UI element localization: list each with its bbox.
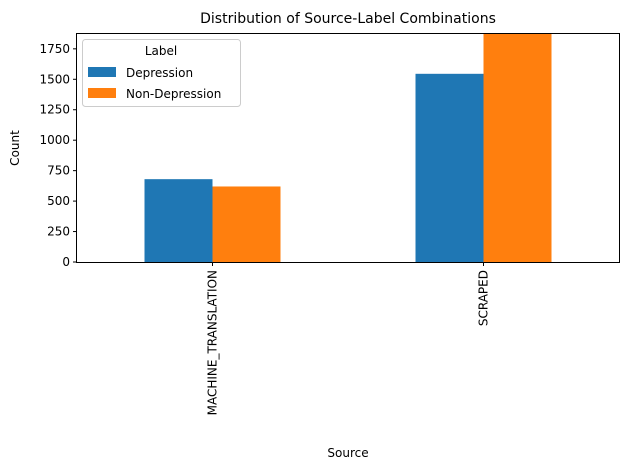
bar-depression-machine-translation <box>144 179 213 262</box>
y-tick-label: 0 <box>62 255 70 269</box>
bar-non-depression-machine-translation <box>212 186 281 262</box>
plot-frame <box>76 33 620 263</box>
x-tick-label: MACHINE_TRANSLATION <box>206 270 220 415</box>
y-tick-label: 1000 <box>39 133 70 147</box>
bar-non-depression-scraped <box>483 33 552 262</box>
x-axis: MACHINE_TRANSLATION SCRAPED <box>206 262 491 415</box>
legend-title: Label <box>145 44 177 58</box>
x-axis-label: Source <box>327 446 368 460</box>
y-tick-label: 250 <box>47 225 70 239</box>
legend-swatch <box>88 88 116 98</box>
legend-label: Non-Depression <box>126 87 221 101</box>
legend-label: Depression <box>126 66 193 80</box>
y-tick-label: 1750 <box>39 42 70 56</box>
y-tick-label: 1500 <box>39 72 70 86</box>
legend-frame <box>82 39 241 107</box>
y-axis: 0 250 500 750 1000 1250 1500 1750 <box>39 42 77 269</box>
legend: Label Depression Non-Depression <box>82 39 241 107</box>
bar-depression-scraped <box>415 73 484 263</box>
y-tick-label: 500 <box>47 194 70 208</box>
x-tick-label: SCRAPED <box>477 270 491 326</box>
y-axis-label: Count <box>8 130 22 166</box>
plot-area <box>144 33 552 263</box>
y-tick-label: 1250 <box>39 103 70 117</box>
y-tick-label: 750 <box>47 164 70 178</box>
chart-title: Distribution of Source-Label Combination… <box>200 11 496 27</box>
legend-swatch <box>88 67 116 77</box>
